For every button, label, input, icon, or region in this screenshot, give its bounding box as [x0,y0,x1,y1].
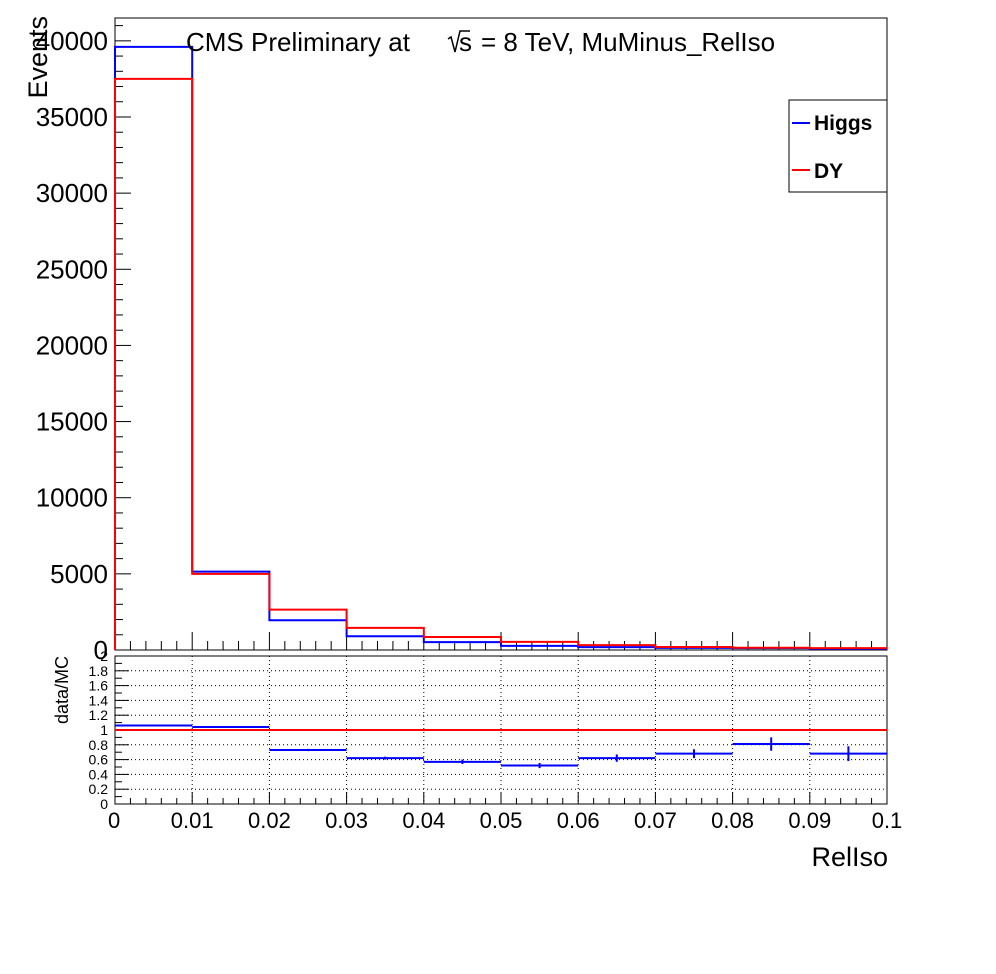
sqrt-symbol-icon [447,30,470,53]
upper-y-tick-label: 15000 [36,407,108,437]
ratio-x-tick-label: 0.07 [634,808,677,833]
upper-y-tick-label: 10000 [36,483,108,513]
ratio-x-axis-label: RelIso [811,842,888,872]
plot-title-main: CMS Preliminary at [186,27,411,57]
ratio-x-tick-label: 0.09 [788,808,831,833]
ratio-y-tick-labels: 00.20.40.60.811.21.41.61.82 [89,648,109,812]
ratio-axis-ticks [114,655,888,805]
legend-label-dy: DY [814,160,843,183]
upper-histogram-pad: 0 5000 10000 15000 20000 25000 30000 35000 40000… [23,16,888,665]
ratio-y-tick-label: 2 [100,648,108,664]
histogram-series [114,45,887,650]
upper-y-axis-label: Events [23,16,53,99]
upper-y-tick-label: 0 [94,635,108,665]
legend-label-higgs: Higgs [814,112,872,135]
plot-title: CMS Preliminary at s = 8 TeV, MuMinus_Re… [186,27,775,57]
legend-frame [788,99,888,193]
plot-title-rest: = 8 TeV, MuMinus_RelIso [481,27,775,57]
ratio-x-tick-label: 0.01 [171,808,214,833]
ratio-x-tick-labels: 0 0.01 0.02 0.03 0.04 0.05 0.06 0.07 0.08 0.09 0.1 [108,808,902,833]
ratio-y-tick-label: 1 [100,722,108,738]
plot-title-sqrt-argument: s [459,27,472,57]
ratio-x-tick-label: 0.06 [557,808,600,833]
upper-y-tick-label: 5000 [50,559,108,589]
ratio-x-tick-label: 0.02 [248,808,291,833]
ratio-x-tick-label: 0.1 [872,808,903,833]
ratio-y-tick-label: 1.4 [89,692,109,708]
ratio-y-tick-label: 0 [100,796,108,812]
upper-y-tick-label: 35000 [36,102,108,132]
ratio-y-axis-label: data/MC [52,656,72,724]
ratio-y-tick-label: 0.2 [89,781,109,797]
ratio-y-tick-label: 1.8 [89,663,109,679]
legend-box: Higgs DY [788,99,888,193]
ratio-y-tick-label: 0.4 [89,766,109,782]
ratio-x-tick-label: 0.03 [325,808,368,833]
ratio-x-tick-label: 0.04 [402,808,445,833]
ratio-pad: 00.20.40.60.811.21.41.61.82 0 0.01 0.02 0.0… [52,648,902,872]
upper-y-tick-label: 25000 [36,254,108,284]
histogram-line-dy [114,77,887,650]
ratio-y-tick-label: 1.2 [89,707,109,723]
upper-y-tick-label: 40000 [36,26,108,56]
ratio-x-tick-label: 0 [108,808,120,833]
ratio-y-tick-label: 1.6 [89,678,109,694]
upper-y-tick-label: 30000 [36,178,108,208]
upper-y-tick-labels: 0 5000 10000 15000 20000 25000 30000 35000 40000 [36,26,108,665]
ratio-y-tick-label: 0.6 [89,752,109,768]
ratio-grid [114,655,888,805]
ratio-series [115,724,887,769]
ratio-x-tick-label: 0.08 [711,808,754,833]
ratio-y-tick-label: 0.8 [89,737,109,753]
ratio-x-tick-label: 0.05 [480,808,523,833]
upper-y-tick-label: 20000 [36,330,108,360]
